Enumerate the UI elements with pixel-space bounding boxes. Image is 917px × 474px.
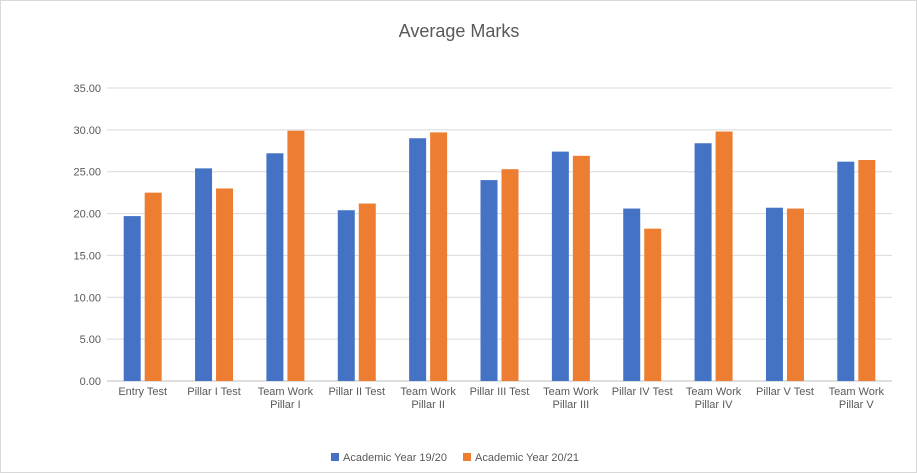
x-category-label-line: Pillar IV Test [612,386,673,398]
bar-year-19-20 [337,210,355,381]
x-category-label-line: Pillar III Test [470,386,530,398]
legend-label: Academic Year 19/20 [343,452,447,464]
x-category-label-line: Team Work [258,386,314,398]
x-category-label: Pillar III Test [470,386,530,398]
bar-year-20-21 [216,188,234,381]
y-tick-label: 5.00 [80,334,101,346]
x-category-label-line: Pillar I [270,399,301,411]
bar-year-19-20 [694,143,712,381]
legend: Academic Year 19/20 Academic Year 20/21 [331,452,579,464]
x-category-label-line: Pillar III [553,399,590,411]
y-tick-label: 15.00 [73,250,101,262]
bar-year-20-21 [144,192,162,381]
legend-swatch [463,453,471,461]
x-category-label-line: Pillar V [839,399,875,411]
bar-year-20-21 [858,159,876,381]
x-category-label-line: Team Work [400,386,456,398]
y-tick-label: 10.00 [73,292,101,304]
bar-year-20-21 [786,208,804,381]
x-category-label-line: Pillar II [411,399,445,411]
x-category-label: Pillar IV Test [612,386,673,398]
legend-label: Academic Year 20/21 [475,452,579,464]
x-category-label-line: Pillar V Test [756,386,814,398]
chart-title: Average Marks [399,21,520,41]
bar-year-19-20 [837,161,855,381]
gridlines [107,87,892,382]
bar-year-19-20 [123,216,141,381]
y-tick-label: 20.00 [73,209,101,221]
bar-year-19-20 [765,207,783,381]
x-axis-categories: Entry Test Pillar I Test Team Work Pillar I… [118,386,884,411]
bar-year-19-20 [195,168,213,381]
x-category-label: Team Work Pillar V [829,386,885,411]
x-category-label: Team Work Pillar IV [686,386,742,411]
bar-year-20-21 [287,130,305,381]
x-category-label-line: Pillar I Test [187,386,241,398]
y-axis-ticks: 0.00 5.00 10.00 15.00 20.00 25.00 30.00 35.00 [73,83,101,388]
x-category-label: Team Work Pillar III [543,386,599,411]
bar-year-19-20 [551,151,569,381]
y-tick-label: 25.00 [73,167,101,179]
x-category-label-line: Pillar II Test [328,386,385,398]
y-tick-label: 35.00 [73,83,101,95]
x-category-label: Pillar V Test [756,386,814,398]
bar-year-20-21 [715,131,733,381]
x-category-label: Team Work Pillar II [400,386,456,411]
bar-year-20-21 [430,132,448,381]
x-category-label: Pillar I Test [187,386,241,398]
bar-year-19-20 [266,153,284,381]
x-category-label-line: Team Work [543,386,599,398]
bar-year-19-20 [409,138,427,381]
legend-swatch [331,453,339,461]
x-category-label-line: Entry Test [118,386,167,398]
x-category-label: Team Work Pillar I [258,386,314,411]
x-category-label-line: Team Work [686,386,742,398]
x-category-label: Entry Test [118,386,167,398]
bar-year-20-21 [644,228,662,381]
bar-year-20-21 [358,203,376,381]
x-category-label: Pillar II Test [328,386,385,398]
bar-year-19-20 [623,208,641,381]
bar-year-20-21 [572,155,590,381]
x-category-label-line: Team Work [829,386,885,398]
bars [123,130,876,381]
y-tick-label: 30.00 [73,125,101,137]
bar-year-19-20 [480,180,498,381]
x-category-label-line: Pillar IV [695,399,734,411]
bar-year-20-21 [501,169,519,381]
y-tick-label: 0.00 [80,376,101,388]
